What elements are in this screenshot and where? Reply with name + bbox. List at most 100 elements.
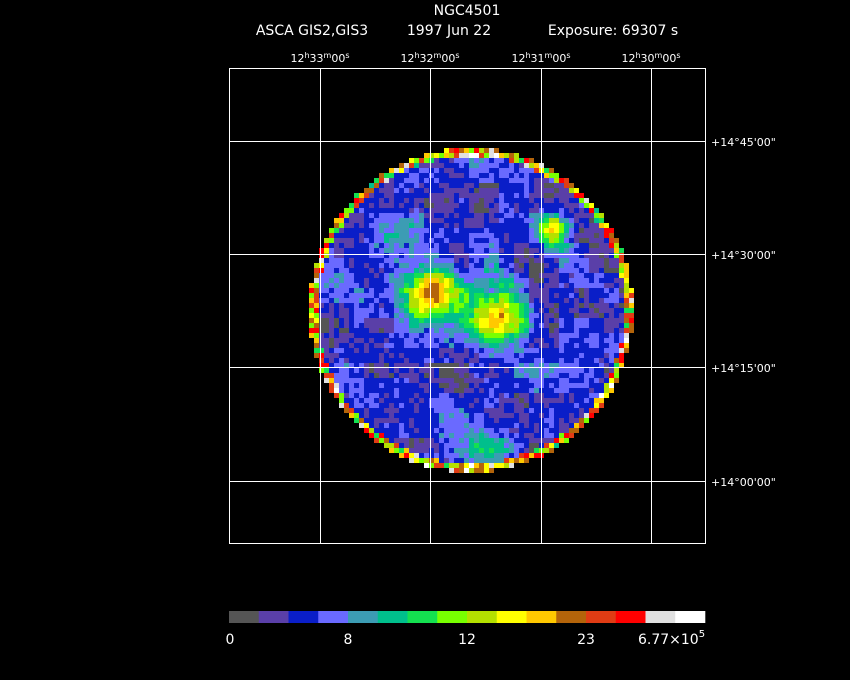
pixel: [474, 373, 479, 378]
pixel: [384, 403, 389, 408]
pixel: [604, 268, 609, 273]
pixel: [349, 263, 354, 268]
pixel: [564, 358, 569, 363]
pixel: [444, 448, 449, 453]
pixel: [499, 398, 504, 403]
pixel: [594, 288, 599, 293]
pixel: [464, 153, 469, 158]
pixel: [474, 223, 479, 228]
pixel: [449, 208, 454, 213]
pixel: [394, 343, 399, 348]
pixel: [359, 293, 364, 298]
pixel: [469, 218, 474, 223]
pixel: [454, 398, 459, 403]
pixel: [479, 263, 484, 268]
pixel: [449, 388, 454, 393]
pixel: [534, 208, 539, 213]
pixel: [334, 313, 339, 318]
pixel: [419, 403, 424, 408]
pixel: [399, 318, 404, 323]
pixel: [459, 378, 464, 383]
pixel: [479, 288, 484, 293]
pixel: [404, 398, 409, 403]
pixel: [589, 233, 594, 238]
pixel: [559, 318, 564, 323]
pixel: [409, 403, 414, 408]
pixel: [589, 388, 594, 393]
pixel: [384, 268, 389, 273]
pixel: [574, 298, 579, 303]
pixel: [344, 313, 349, 318]
pixel: [319, 273, 324, 278]
pixel: [614, 273, 619, 278]
pixel: [364, 413, 369, 418]
pixel: [619, 263, 624, 268]
pixel: [474, 208, 479, 213]
pixel: [324, 278, 329, 283]
pixel: [354, 268, 359, 273]
pixel: [369, 188, 374, 193]
pixel: [464, 278, 469, 283]
pixel: [364, 418, 369, 423]
pixel: [559, 213, 564, 218]
pixel: [454, 308, 459, 313]
pixel: [314, 303, 319, 308]
pixel: [564, 203, 569, 208]
pixel: [399, 378, 404, 383]
pixel: [394, 238, 399, 243]
pixel: [614, 358, 619, 363]
pixel: [419, 233, 424, 238]
pixel: [589, 203, 594, 208]
pixel: [319, 248, 324, 253]
pixel: [339, 218, 344, 223]
pixel: [369, 253, 374, 258]
pixel: [394, 233, 399, 238]
pixel: [489, 313, 494, 318]
pixel: [484, 183, 489, 188]
pixel: [489, 218, 494, 223]
pixel: [369, 383, 374, 388]
pixel: [589, 278, 594, 283]
pixel: [564, 298, 569, 303]
pixel: [429, 243, 434, 248]
pixel: [469, 163, 474, 168]
pixel: [569, 208, 574, 213]
pixel: [349, 388, 354, 393]
pixel: [519, 433, 524, 438]
pixel: [554, 183, 559, 188]
pixel: [579, 238, 584, 243]
pixel: [484, 258, 489, 263]
pixel: [329, 348, 334, 353]
pixel: [504, 263, 509, 268]
pixel: [369, 228, 374, 233]
pixel: [364, 233, 369, 238]
pixel: [514, 353, 519, 358]
pixel: [549, 258, 554, 263]
pixel: [604, 238, 609, 243]
pixel: [614, 243, 619, 248]
pixel: [344, 358, 349, 363]
pixel: [534, 328, 539, 333]
pixel: [554, 233, 559, 238]
pixel: [524, 338, 529, 343]
pixel: [344, 383, 349, 388]
pixel: [514, 378, 519, 383]
dec-label: +14°30'00": [711, 249, 776, 262]
pixel: [434, 303, 439, 308]
pixel: [589, 323, 594, 328]
pixel: [534, 333, 539, 338]
ra-label: 12h30m00s: [621, 51, 680, 65]
pixel: [454, 383, 459, 388]
pixel: [574, 213, 579, 218]
pixel: [549, 353, 554, 358]
pixel: [624, 268, 629, 273]
pixel: [424, 353, 429, 358]
pixel: [504, 353, 509, 358]
pixel: [354, 358, 359, 363]
pixel: [479, 183, 484, 188]
pixel: [399, 168, 404, 173]
pixel: [614, 373, 619, 378]
pixel: [369, 213, 374, 218]
pixel: [589, 358, 594, 363]
pixel: [489, 193, 494, 198]
